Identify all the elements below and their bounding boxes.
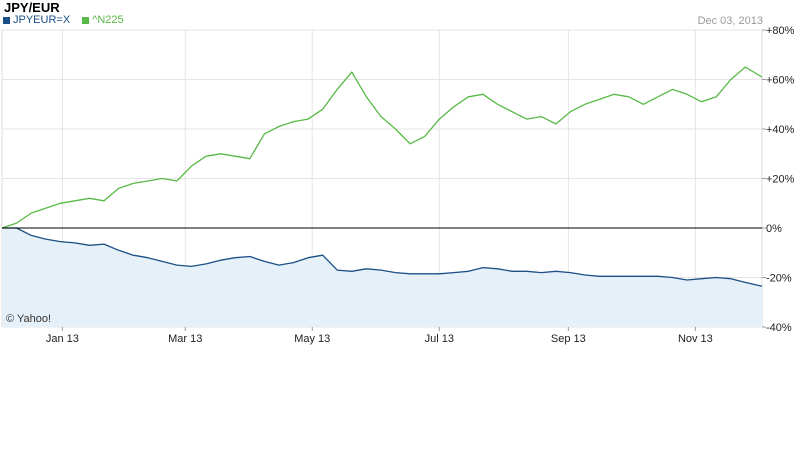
legend-item-jpyeur[interactable]: JPYEUR=X bbox=[3, 14, 70, 26]
chart-title: JPY/EUR bbox=[4, 0, 60, 15]
y-tick-label: +80% bbox=[766, 25, 795, 37]
x-tick-label: Sep 13 bbox=[551, 333, 586, 345]
x-tick-label: May 13 bbox=[294, 333, 330, 345]
area-layer bbox=[2, 228, 762, 327]
series-line-jpyeur-x[interactable] bbox=[2, 227, 763, 287]
x-tick-label: Jul 13 bbox=[425, 333, 454, 345]
legend-label-n225: ^N225 bbox=[92, 14, 124, 26]
legend: JPYEUR=X ^N225 bbox=[3, 14, 136, 26]
legend-swatch-jpyeur bbox=[3, 16, 10, 24]
y-tick-label: -40% bbox=[766, 322, 792, 334]
y-tick-label: +20% bbox=[766, 174, 795, 186]
x-tick-label: Mar 13 bbox=[168, 333, 202, 345]
y-tick-label: +60% bbox=[766, 75, 795, 87]
legend-swatch-n225 bbox=[82, 16, 90, 24]
x-tick-label: Jan 13 bbox=[46, 333, 79, 345]
date-label: Dec 03, 2013 bbox=[697, 15, 763, 27]
series-area-jpyeur-x bbox=[2, 228, 762, 327]
axis-layer: +80% +60% +40% +20% 0% -20% -40% Jan 13 Mar 13 Ma… bbox=[2, 25, 795, 345]
yahoo-watermark: © Yahoo! bbox=[6, 313, 51, 325]
line-layer bbox=[1, 66, 763, 287]
y-tick-label: +40% bbox=[766, 124, 795, 136]
x-tick-label: Nov 13 bbox=[678, 333, 713, 345]
series-line-n225[interactable] bbox=[1, 66, 763, 229]
legend-label-jpyeur: JPYEUR=X bbox=[13, 14, 71, 26]
y-tick-label: -20% bbox=[766, 273, 792, 285]
y-tick-label: 0% bbox=[766, 223, 782, 235]
legend-item-n225[interactable]: ^N225 bbox=[82, 14, 124, 26]
